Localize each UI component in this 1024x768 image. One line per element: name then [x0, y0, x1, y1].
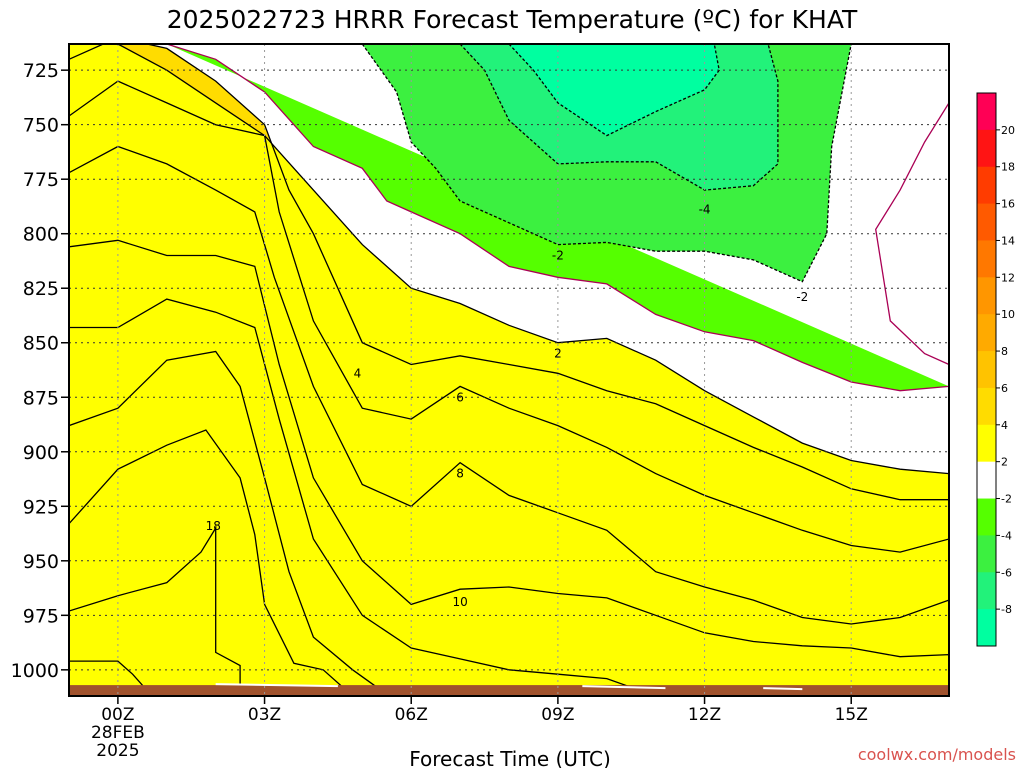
- x-tick-label-03Z: 03Z: [248, 705, 281, 725]
- x-tick-label-06Z: 06Z: [395, 705, 428, 725]
- contour-line-14-3: [69, 350, 388, 696]
- colorbar-swatch-14: [977, 609, 996, 647]
- y-tick-label-825: 825: [23, 278, 59, 300]
- contour-line-m2-10: [166, 44, 949, 392]
- chart-title: 2025022723 HRRR Forecast Temperature (ºC…: [167, 5, 858, 34]
- contour-fill-2-9: [69, 44, 949, 696]
- ground-surface: [69, 685, 949, 696]
- colorbar-label-9: 2: [1001, 456, 1008, 469]
- colorbar-swatch-10: [977, 461, 996, 500]
- colorbar-label-8: 4: [1001, 419, 1008, 432]
- colorbar-swatch-0: [977, 93, 996, 131]
- y-tick-label-900: 900: [23, 442, 59, 464]
- colorbar-swatch-7: [977, 351, 996, 389]
- colorbar-swatch-5: [977, 277, 996, 315]
- colorbar-swatch-8: [977, 387, 996, 426]
- colorbar-label-12: -6: [1001, 566, 1012, 579]
- y-tick-label-975: 975: [23, 605, 59, 627]
- colorbar-label-0: 20: [1001, 124, 1015, 137]
- ground-highlight-3: [763, 687, 803, 691]
- contour-line-m6-13: [459, 44, 779, 191]
- colorbar-swatch-11: [977, 498, 996, 536]
- y-tick-label-775: 775: [23, 169, 59, 191]
- contour-label-2: 8: [456, 467, 464, 481]
- colorbar-label-4: 12: [1001, 271, 1015, 284]
- colorbar-label-2: 16: [1001, 198, 1015, 211]
- contour-line-10-5: [69, 239, 949, 696]
- colorbar-label-6: 8: [1001, 345, 1008, 358]
- plot-frame: [68, 43, 950, 697]
- contour-fill-m8-14: [509, 44, 720, 136]
- contour-label-5: 2: [554, 347, 562, 361]
- colorbar-label-5: 10: [1001, 308, 1015, 321]
- contour-label-6: -2: [552, 249, 564, 263]
- x-tick-sublabel-00Z-0: 28FEB: [91, 723, 145, 743]
- y-tick-label-950: 950: [23, 551, 59, 573]
- colorbar-swatch-1: [977, 129, 996, 168]
- contour-line-4-8: [69, 44, 949, 696]
- y-tick-label-925: 925: [23, 496, 59, 518]
- colorbar-label-13: -8: [1001, 603, 1012, 616]
- contour-line-8-6: [69, 145, 949, 696]
- colorbar-label-11: -4: [1001, 529, 1012, 542]
- y-tick-label-875: 875: [23, 387, 59, 409]
- contour-line-m4-12: [361, 44, 852, 283]
- x-tick-label-09Z: 09Z: [541, 705, 574, 725]
- colorbar-label-7: 6: [1001, 382, 1008, 395]
- x-axis-label: Forecast Time (UTC): [409, 747, 611, 768]
- y-tick-label-850: 850: [23, 333, 59, 355]
- contour-label-3: 6: [456, 390, 464, 404]
- credit-link[interactable]: coolwx.com/models: [858, 745, 1016, 764]
- colorbar-frame: [976, 92, 997, 647]
- contour-line-18-1: [69, 525, 241, 696]
- colorbar-swatch-9: [977, 424, 996, 463]
- y-tick-label-725: 725: [23, 60, 59, 82]
- ground-layer: [69, 683, 949, 696]
- colorbar-swatch-13: [977, 572, 996, 610]
- contour-label-8: -4: [699, 203, 711, 217]
- ground-highlight-2: [582, 685, 666, 690]
- colorbar: 20 18 16 14 12 10 8 6 4 2 -2 -4 -6 -8: [976, 92, 1015, 647]
- contour-line-2-9: [69, 44, 949, 696]
- contour-layer: [69, 44, 949, 696]
- colorbar-swatch-2: [977, 166, 996, 205]
- contour-line-m2-11: [875, 102, 949, 366]
- y-axis: 725 750 775 800 825 850 875 900 925 950 975 1000: [11, 60, 69, 682]
- y-tick-label-800: 800: [23, 224, 59, 246]
- x-tick-label-00Z: 00Z: [101, 705, 134, 725]
- colorbar-swatch-4: [977, 240, 996, 278]
- contour-label-4: 4: [354, 366, 362, 380]
- ground-highlight-1: [215, 683, 338, 688]
- colorbar-label-3: 14: [1001, 234, 1015, 247]
- colorbar-swatch-6: [977, 314, 996, 352]
- contour-labels: 18 10 8 6 4 2 -2 -2 -4: [206, 203, 809, 610]
- colorbar-swatch-3: [977, 203, 996, 241]
- contour-label-1: 10: [452, 595, 467, 609]
- x-tick-sublabel-00Z-1: 2025: [96, 741, 139, 761]
- colorbar-label-1: 18: [1001, 161, 1015, 174]
- contour-line-m8-14: [508, 44, 720, 137]
- x-tick-label-12Z: 12Z: [688, 705, 721, 725]
- contour-line-16-2: [69, 429, 354, 696]
- grid-layer: [69, 44, 949, 696]
- y-tick-label-750: 750: [23, 115, 59, 137]
- colorbar-swatch-12: [977, 535, 996, 573]
- colorbar-label-10: -2: [1001, 493, 1012, 506]
- contour-label-0: 18: [206, 519, 221, 533]
- x-tick-label-15Z: 15Z: [835, 705, 868, 725]
- y-tick-label-1000: 1000: [11, 660, 59, 682]
- contour-line-12-4: [69, 298, 642, 696]
- contour-label-7: -2: [796, 290, 808, 304]
